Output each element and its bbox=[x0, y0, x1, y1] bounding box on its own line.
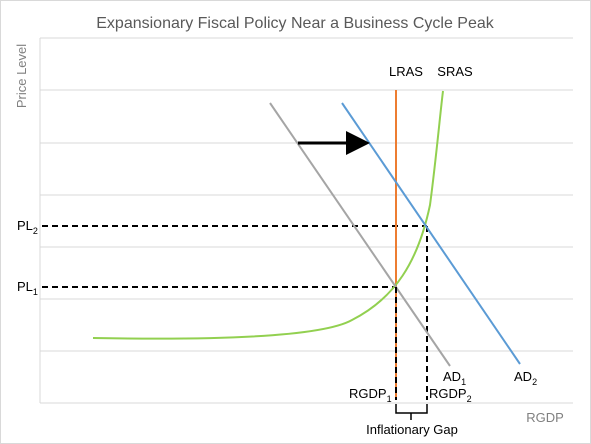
rgdp2-label-main: RGDP bbox=[429, 386, 467, 401]
ad1-curve bbox=[269, 102, 451, 367]
pl2-label-main: PL bbox=[17, 218, 33, 233]
ad2-label: AD2 bbox=[514, 369, 537, 387]
gap-label: Inflationary Gap bbox=[366, 422, 458, 437]
x-axis-label: RGDP bbox=[526, 410, 564, 425]
rgdp2-label: RGDP2 bbox=[429, 386, 472, 404]
gap-bracket bbox=[395, 404, 428, 420]
pl1-label-sub: 1 bbox=[33, 287, 38, 297]
rgdp1-label: RGDP1 bbox=[349, 386, 392, 404]
ad1-label: AD1 bbox=[443, 369, 466, 387]
gridlines bbox=[40, 37, 573, 352]
ad2-label-main: AD bbox=[514, 369, 532, 384]
pl1-label: PL1 bbox=[17, 279, 38, 297]
pl1-label-main: PL bbox=[17, 279, 33, 294]
sras-curve bbox=[92, 90, 444, 340]
ad1-label-sub: 1 bbox=[461, 377, 466, 387]
ad2-curve bbox=[341, 102, 521, 365]
lras-label: LRAS bbox=[389, 64, 423, 79]
rgdp1-label-sub: 1 bbox=[387, 394, 392, 404]
y-axis-label: Price Level bbox=[14, 44, 29, 108]
ad2-label-sub: 2 bbox=[532, 377, 537, 387]
pl2-label: PL2 bbox=[17, 218, 38, 236]
pl2-label-sub: 2 bbox=[33, 226, 38, 236]
chart-title: Expansionary Fiscal Policy Near a Busine… bbox=[96, 15, 495, 32]
rgdp1-label-main: RGDP bbox=[349, 386, 387, 401]
reference-lines bbox=[42, 225, 428, 400]
sras-label: SRAS bbox=[437, 64, 473, 79]
ad1-label-main: AD bbox=[443, 369, 461, 384]
rgdp2-label-sub: 2 bbox=[467, 394, 472, 404]
